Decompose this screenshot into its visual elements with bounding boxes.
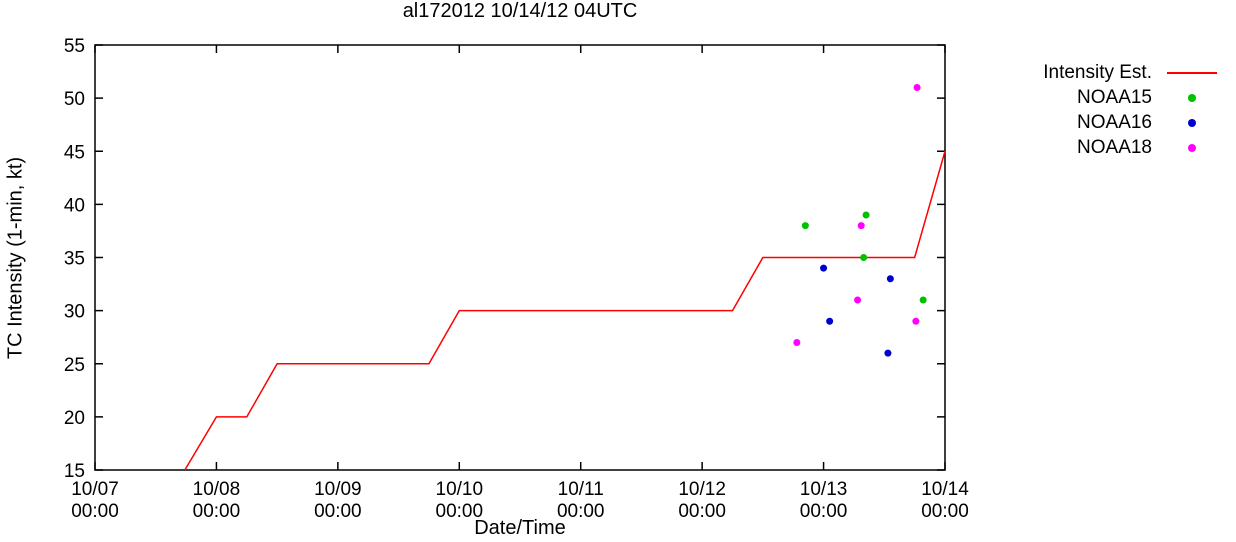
y-tick-label: 55: [64, 36, 85, 57]
noaa18-point: [793, 339, 801, 346]
x-tick-label-time: 00:00: [800, 501, 848, 522]
y-tick-label: 50: [64, 89, 85, 110]
legend-item-noaa16: NOAA16: [1043, 110, 1220, 135]
magenta-dot-sample-icon: [1188, 143, 1196, 152]
x-tick-label-time: 00:00: [557, 501, 605, 522]
legend-item-intensity-est: Intensity Est.: [1043, 60, 1220, 85]
x-tick-label-time: 00:00: [193, 501, 241, 522]
legend-item-noaa18: NOAA18: [1043, 135, 1220, 160]
noaa18-point: [913, 84, 921, 91]
x-tick-label-time: 00:00: [436, 501, 484, 522]
x-tick-label-date: 10/12: [678, 479, 726, 500]
y-axis-label: TC Intensity (1-min, kt): [4, 156, 27, 360]
noaa16-point: [886, 275, 894, 283]
noaa18-point: [912, 317, 920, 325]
noaa15-point: [860, 254, 868, 261]
noaa15-point: [862, 211, 870, 219]
legend-sample-noaa16: [1164, 118, 1220, 127]
legend-label-noaa18: NOAA18: [1077, 136, 1152, 158]
x-tick-label-time: 00:00: [678, 501, 726, 522]
noaa16-point: [820, 264, 828, 272]
noaa16-point: [884, 349, 892, 357]
x-tick-label-time: 00:00: [314, 501, 362, 522]
legend-label-noaa15: NOAA15: [1077, 86, 1152, 108]
legend: Intensity Est. NOAA15 NOAA16 NOAA18: [1043, 60, 1220, 160]
legend-label-intensity-est: Intensity Est.: [1043, 61, 1152, 83]
y-tick-label: 45: [64, 142, 85, 163]
x-tick-label-date: 10/08: [193, 479, 241, 500]
x-tick-label-time: 00:00: [71, 501, 119, 522]
red-line-sample-icon: [1167, 71, 1217, 74]
noaa15-point: [919, 296, 927, 304]
x-tick-label-date: 10/14: [921, 479, 969, 500]
legend-item-noaa15: NOAA15: [1043, 85, 1220, 110]
legend-sample-noaa18: [1164, 143, 1220, 152]
x-axis-label: Date/Time: [474, 517, 566, 539]
blue-dot-sample-icon: [1188, 118, 1196, 127]
chart-title: al172012 10/14/12 04UTC: [402, 0, 638, 22]
x-tick-label-date: 10/07: [71, 479, 119, 500]
x-tick-label-date: 10/09: [314, 479, 362, 500]
green-dot-sample-icon: [1188, 93, 1196, 102]
y-tick-label: 30: [64, 302, 85, 323]
noaa18-point: [854, 296, 862, 304]
noaa16-point: [826, 317, 834, 325]
x-tick-label-time: 00:00: [921, 501, 969, 522]
x-tick-label-date: 10/11: [558, 479, 604, 500]
noaa18-point: [857, 222, 865, 230]
y-tick-label: 35: [64, 249, 85, 270]
y-tick-label: 20: [64, 408, 85, 429]
y-tick-label: 15: [64, 461, 85, 482]
noaa15-point: [801, 222, 809, 230]
y-tick-label: 40: [64, 195, 85, 216]
legend-label-noaa16: NOAA16: [1077, 111, 1152, 133]
legend-sample-intensity-est: [1164, 71, 1220, 74]
x-tick-label-date: 10/10: [436, 479, 484, 500]
y-tick-label: 25: [64, 355, 85, 376]
legend-sample-noaa15: [1164, 93, 1220, 102]
intensity-estimate-line: [184, 151, 946, 471]
x-tick-label-date: 10/13: [800, 479, 848, 500]
